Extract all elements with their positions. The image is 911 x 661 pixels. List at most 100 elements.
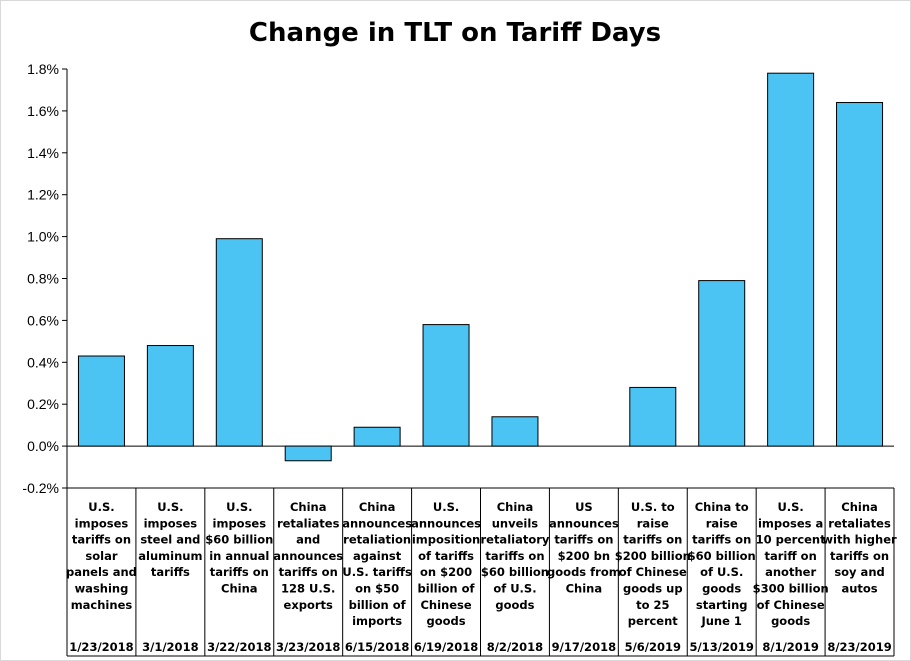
category-date: 8/2/2018	[487, 640, 543, 654]
category-label-line: of tariffs	[418, 549, 474, 563]
bar	[629, 386, 677, 447]
category-label-line: billion of	[418, 582, 476, 596]
category-label-line: of Chinese	[619, 565, 687, 579]
category-label-line: goods	[702, 582, 741, 596]
category-label-line: $200 billion	[615, 549, 691, 563]
category-label: U.S. imposes steel and aluminum tariffs	[138, 500, 202, 579]
category-date: 6/19/2018	[414, 640, 478, 654]
category-label-line: tariffs on	[830, 549, 889, 563]
category-label-line: raise	[706, 516, 738, 530]
category-label-line: imposition	[412, 533, 480, 547]
bar	[353, 426, 401, 447]
category-date: 9/17/2018	[552, 640, 616, 654]
category-label-line: U.S.	[88, 500, 114, 514]
category-label-line: China	[497, 500, 534, 514]
category-label-line: steel and	[140, 533, 200, 547]
category-label-line: U.S.	[777, 500, 803, 514]
category-label-line: imposes a	[758, 516, 823, 530]
bar	[836, 102, 884, 447]
category-label-line: U.S. tariffs	[342, 565, 412, 579]
y-tick-label: 1.2%	[27, 187, 59, 203]
category-label: US announces tariffs on $200 bn goods from Ch…	[547, 500, 621, 596]
y-axis: 1.8% 1.6% 1.4% 1.2% 1.0% 0.8% 0.6% 0.4% 0.2% 0.0%…	[22, 61, 894, 496]
category-date: 5/13/2019	[689, 640, 753, 654]
category-label: China to raise tariffs on $60 billion of U.S…	[688, 500, 756, 628]
category-label-line: autos	[841, 582, 877, 596]
category-label-line: announces	[273, 549, 343, 563]
category-label-line: China	[290, 500, 327, 514]
category-label-line: aluminum	[138, 549, 202, 563]
category-label: China unveils retaliatory tariffs on $60 bil…	[480, 500, 549, 612]
category-label: China retaliates with higher tariffs on soy …	[822, 500, 897, 596]
category-label: U.S. imposes a 10 percent tariff on another $…	[753, 500, 829, 628]
category-date: 3/22/2018	[207, 640, 271, 654]
category-label-line: imposes	[75, 516, 129, 530]
y-tick-label: 0.4%	[27, 354, 59, 370]
category-date: 5/6/2019	[625, 640, 681, 654]
category-label-line: 10 percent	[756, 533, 827, 547]
category-label-line: imposes	[213, 516, 267, 530]
y-tick-label: 0.6%	[27, 312, 59, 328]
category-label-line: unveils	[492, 516, 539, 530]
category-label-line: raise	[637, 516, 669, 530]
category-label-line: China	[566, 582, 603, 596]
category-label-line: soy and	[834, 565, 884, 579]
category-label-line: China	[221, 582, 258, 596]
y-tick-label: 1.4%	[27, 145, 59, 161]
category-label-line: of U.S.	[700, 565, 743, 579]
category-table: U.S. imposes tariffs on solar panels and wash…	[66, 487, 897, 657]
category-label-line: tariffs	[151, 565, 190, 579]
category-label-line: machines	[71, 598, 133, 612]
category-label-line: imposes	[144, 516, 198, 530]
category-label-line: tariffs on	[485, 549, 544, 563]
category-date: 1/23/2018	[69, 640, 133, 654]
category-label-line: percent	[628, 614, 679, 628]
category-label-line: starting	[696, 598, 748, 612]
category-label-line: tariffs on	[692, 533, 751, 547]
y-tick-label: 1.6%	[27, 103, 59, 119]
category-label-line: imports	[352, 614, 402, 628]
category-label-line: tariff on	[764, 549, 816, 563]
bar	[698, 280, 746, 447]
category-date: 8/1/2019	[762, 640, 818, 654]
category-date: 3/1/2018	[142, 640, 198, 654]
category-label-line: on $50	[355, 582, 399, 596]
bar	[767, 72, 815, 447]
category-label-line: retaliates	[277, 516, 340, 530]
bar	[284, 445, 332, 462]
category-label-line: June 1	[700, 614, 741, 628]
category-label-line: tariffs on	[72, 533, 131, 547]
category-label-line: to 25	[636, 598, 669, 612]
bar	[422, 324, 470, 447]
category-date: 6/15/2018	[345, 640, 409, 654]
bar	[491, 416, 539, 447]
category-label-line: retaliation	[343, 533, 411, 547]
category-label-line: announces	[549, 516, 619, 530]
category-label-line: tariffs on	[623, 533, 682, 547]
category-label-line: U.S.	[433, 500, 459, 514]
category-label-line: US	[575, 500, 593, 514]
bar	[146, 345, 194, 447]
category-label-line: U.S. to	[631, 500, 675, 514]
category-label-line: solar	[85, 549, 117, 563]
category-label-line: announces	[342, 516, 412, 530]
category-label-line: $60 billion	[688, 549, 756, 563]
category-label-line: of Chinese	[757, 598, 825, 612]
category-label-line: tariffs on	[210, 565, 269, 579]
category-label-line: goods	[495, 598, 534, 612]
category-label-line: $60 billion	[481, 565, 549, 579]
chart-title: Change in TLT on Tariff Days	[249, 18, 661, 48]
category-label: China retaliates and announces tariffs on 128…	[273, 500, 343, 612]
bars	[77, 72, 884, 462]
category-label-line: U.S.	[226, 500, 252, 514]
category-label-line: goods from	[547, 565, 621, 579]
category-label: China announces retaliation against U.S. tar…	[342, 500, 412, 628]
category-label-line: 128 U.S.	[281, 582, 335, 596]
category-label-line: washing	[75, 582, 129, 596]
category-label-line: in annual	[209, 549, 269, 563]
category-label-line: $60 billion	[205, 533, 273, 547]
category-date: 3/23/2018	[276, 640, 340, 654]
category-label: U.S. announces imposition of tariffs on $200…	[411, 500, 481, 628]
